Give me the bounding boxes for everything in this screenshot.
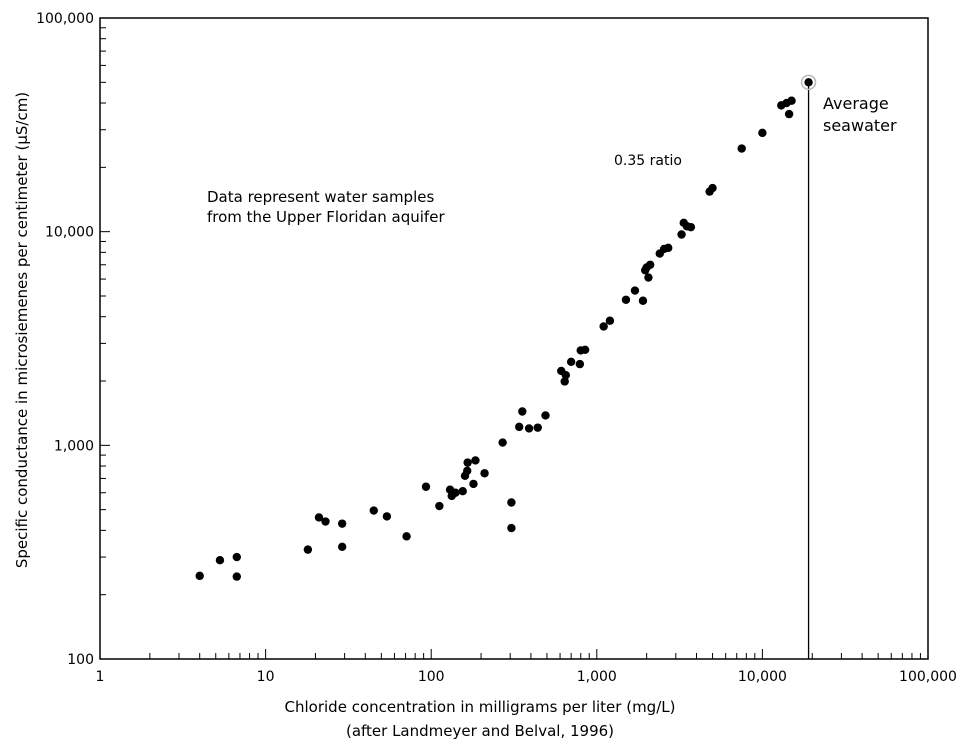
x-tick-label: 10 xyxy=(257,669,275,685)
x-tick-label: 10,000 xyxy=(738,669,787,685)
tick-labels: 1 10 100 1,000 10,000 100,000 100 1,000 10,000 10… xyxy=(36,11,957,685)
data-point xyxy=(337,519,347,528)
data-point xyxy=(451,488,460,497)
data-point xyxy=(784,109,794,119)
data-point xyxy=(421,482,431,491)
ratio-label: 0.35 ratio xyxy=(614,153,682,169)
x-tick-label: 100 xyxy=(418,669,445,685)
data-note-line1: Data represent water samples xyxy=(207,188,435,206)
data-point xyxy=(645,260,655,269)
data-point xyxy=(644,273,653,282)
plot-area-frame xyxy=(99,17,929,660)
tick-marks xyxy=(99,27,921,660)
data-point xyxy=(580,345,590,354)
data-point xyxy=(575,359,585,369)
data-point xyxy=(232,572,241,581)
y-tick-label: 100,000 xyxy=(36,11,94,27)
x-tick-label: 1,000 xyxy=(577,669,617,685)
data-point xyxy=(463,466,472,475)
seawater-marker-ring xyxy=(800,74,817,91)
data-point xyxy=(566,357,576,367)
data-point xyxy=(215,556,225,565)
seawater-label: Average seawater xyxy=(823,93,897,137)
y-tick-label: 100 xyxy=(67,652,94,668)
data-point xyxy=(630,286,640,295)
data-point xyxy=(638,296,648,305)
data-point xyxy=(458,487,467,496)
data-point xyxy=(463,458,472,467)
data-point xyxy=(737,144,746,153)
data-point xyxy=(541,411,550,420)
x-axis-label: Chloride concentration in milligrams per… xyxy=(284,698,676,716)
data-point xyxy=(758,128,767,138)
data-point xyxy=(435,501,444,511)
y-axis-label: Specific conductance in microsiemenes pe… xyxy=(13,91,31,569)
data-point xyxy=(480,469,489,478)
data-point xyxy=(314,513,324,522)
data-point xyxy=(232,552,241,562)
x-tick-label: 1 xyxy=(96,669,105,685)
data-point xyxy=(469,479,478,489)
data-point xyxy=(515,422,524,432)
data-point xyxy=(599,322,608,331)
data-note: Data represent water samples from the Up… xyxy=(207,187,445,227)
data-point xyxy=(195,571,204,581)
data-point xyxy=(787,96,796,105)
data-point xyxy=(518,407,527,416)
data-point xyxy=(337,542,347,552)
data-point xyxy=(524,424,534,433)
data-point xyxy=(382,512,392,521)
y-tick-label: 1,000 xyxy=(54,438,94,454)
data-note-line2: from the Upper Floridan aquifer xyxy=(207,208,445,226)
data-point xyxy=(402,532,411,541)
data-point xyxy=(533,423,542,432)
data-point xyxy=(804,78,813,87)
data-point xyxy=(303,545,313,554)
data-point xyxy=(471,456,480,465)
data-point xyxy=(561,370,571,380)
data-point xyxy=(686,222,696,232)
data-points xyxy=(195,78,813,581)
data-point xyxy=(621,295,631,304)
data-point xyxy=(605,316,615,325)
x-axis-source-note: (after Landmeyer and Belval, 1996) xyxy=(345,722,615,740)
data-point xyxy=(708,183,717,193)
data-point xyxy=(507,498,516,507)
seawater-label-line1: Average xyxy=(823,94,889,113)
seawater-label-line2: seawater xyxy=(823,116,897,135)
data-point xyxy=(321,517,330,526)
data-point xyxy=(560,377,569,386)
y-tick-label: 10,000 xyxy=(45,225,94,241)
data-point xyxy=(677,230,686,239)
x-tick-label: 100,000 xyxy=(899,669,957,685)
data-point xyxy=(507,523,516,533)
data-point xyxy=(664,243,673,253)
data-point xyxy=(498,438,507,447)
data-point xyxy=(369,506,378,515)
